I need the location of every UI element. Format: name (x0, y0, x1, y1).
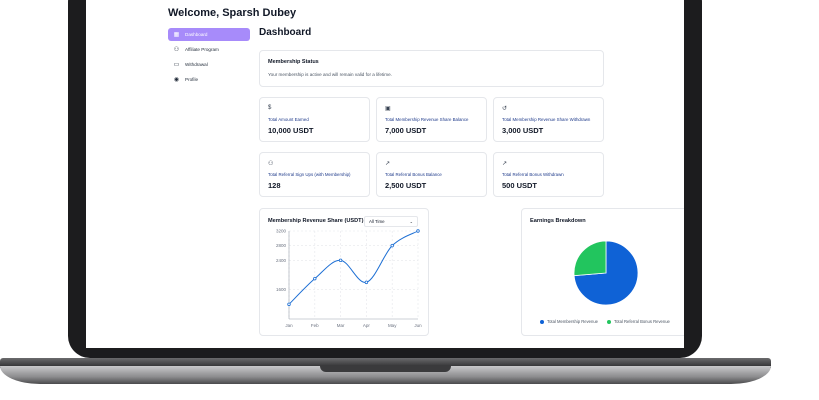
dashboard-icon: ▦ (173, 32, 180, 38)
users-icon: ⚇ (173, 47, 180, 53)
stat-value: 500 USDT (502, 181, 538, 190)
stat-label: Total Referral Bonus Withdrawn (502, 172, 564, 177)
y-tick-label: 3200 (276, 229, 287, 234)
x-tick-label: Apr (363, 323, 371, 328)
membership-status-description: Your membership is active and will remai… (268, 72, 392, 77)
stat-label: Total Amount Earned (268, 117, 309, 122)
stat-value: 128 (268, 181, 281, 190)
dollar-icon: $ (268, 105, 272, 111)
stat-label: Total Referral Bonus Balance (385, 172, 442, 177)
revenue-line-chart: 1600 2400 2800 3200 Jan Feb Mar Apr May Jun (276, 229, 422, 329)
stat-card-referral-signups: ⚇ Total Referral Sign Ups (with Membersh… (259, 152, 370, 197)
stat-card-referral-bonus-withdrawn: ↗ Total Referral Bonus Withdrawn 500 USD… (493, 152, 604, 197)
period-select-value: All Time (369, 219, 385, 224)
users-icon: ⚇ (268, 161, 274, 167)
laptop-base (0, 366, 771, 384)
trending-up-icon: ↗ (385, 161, 391, 167)
series-line (288, 230, 419, 305)
history-icon: ↺ (502, 106, 508, 112)
stat-card-referral-bonus-balance: ↗ Total Referral Bonus Balance 2,500 USD… (376, 152, 487, 197)
sidebar-item-label: Withdrawal (185, 62, 208, 67)
stat-value: 3,000 USDT (502, 126, 544, 135)
legend-swatch (540, 319, 544, 324)
legend-label: Total Membership Revenue (547, 319, 598, 324)
legend-item-referral: Total Referral Bonus Revenue (607, 319, 670, 324)
membership-status-title: Membership Status (268, 59, 319, 65)
earnings-breakdown-panel: Earnings Breakdown Total Membership Reve… (521, 208, 684, 336)
data-point[interactable] (338, 258, 343, 263)
y-tick-label: 2800 (276, 243, 287, 248)
data-point[interactable] (364, 280, 369, 285)
data-point[interactable] (416, 229, 420, 233)
y-tick-label: 1600 (276, 287, 287, 292)
revenue-share-panel: Membership Revenue Share (USDT) All Time… (259, 208, 429, 336)
period-select[interactable]: All Time ⌄ (364, 216, 418, 227)
data-point[interactable] (390, 243, 394, 248)
page-title: Dashboard (259, 27, 312, 38)
x-tick-label: Jan (285, 323, 293, 328)
chevron-down-icon: ⌄ (409, 219, 413, 224)
stat-card-total-amount-earned: $ Total Amount Earned 10,000 USDT (259, 97, 370, 142)
revenue-share-title: Membership Revenue Share (USDT) (268, 218, 364, 224)
earnings-breakdown-title: Earnings Breakdown (530, 218, 586, 224)
x-tick-label: May (388, 323, 397, 328)
stat-label: Total Membership Revenue Share Balance (385, 117, 469, 122)
sidebar-item-label: Affiliate Program (185, 47, 219, 52)
stat-value: 7,000 USDT (385, 126, 427, 135)
sidebar-item-label: Dashboard (185, 32, 208, 37)
stat-card-revenue-share-balance: ▣ Total Membership Revenue Share Balance… (376, 97, 487, 142)
legend-swatch (607, 319, 611, 324)
sidebar-item-profile[interactable]: ◉ Profile (168, 73, 250, 86)
legend-item-membership: Total Membership Revenue (540, 319, 598, 324)
sidebar-item-affiliate-program[interactable]: ⚇ Affiliate Program (168, 43, 250, 56)
user-circle-icon: ◉ (173, 77, 180, 83)
y-tick-label: 2400 (276, 258, 287, 263)
stat-value: 10,000 USDT (268, 126, 314, 135)
data-point[interactable] (313, 276, 317, 281)
stat-label: Total Membership Revenue Share Withdrawn (502, 117, 591, 122)
x-tick-label: Jun (414, 323, 422, 328)
stat-card-revenue-share-withdrawn: ↺ Total Membership Revenue Share Withdra… (493, 97, 604, 142)
screen: Welcome, Sparsh Dubey ▦ Dashboard ⚇ Affi… (86, 0, 684, 348)
earnings-pie-chart (573, 240, 639, 306)
x-tick-label: Feb (311, 323, 319, 328)
stat-value: 2,500 USDT (385, 181, 427, 190)
x-tick-label: Mar (337, 323, 345, 328)
sidebar-item-label: Profile (185, 77, 199, 82)
pie-slice[interactable] (573, 240, 607, 277)
welcome-heading: Welcome, Sparsh Dubey (168, 7, 297, 19)
stat-label: Total Referral Sign Ups (with Membership… (268, 172, 351, 177)
calendar-icon: ▣ (385, 106, 391, 112)
wallet-icon: ▭ (173, 62, 180, 68)
laptop-hinge (0, 358, 771, 368)
data-point[interactable] (287, 302, 291, 307)
arrow-up-right-icon: ↗ (502, 161, 508, 167)
sidebar-item-dashboard[interactable]: ▦ Dashboard (168, 28, 250, 41)
sidebar-item-withdrawal[interactable]: ▭ Withdrawal (168, 58, 250, 71)
membership-status-card: Membership Status Your membership is act… (259, 50, 604, 87)
laptop-notch (320, 366, 451, 372)
legend-label: Total Referral Bonus Revenue (614, 319, 670, 324)
